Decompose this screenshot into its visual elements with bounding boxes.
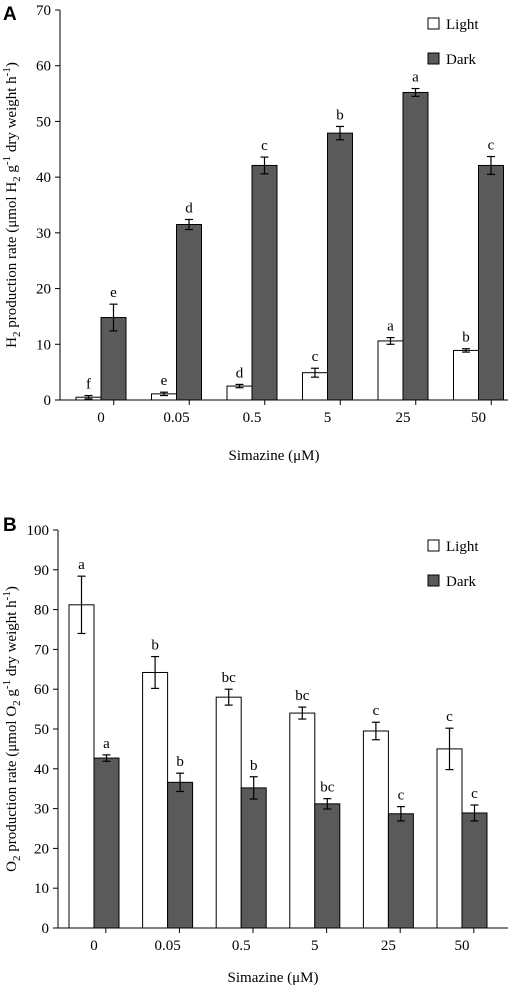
x-tick-label: 25 bbox=[396, 410, 411, 426]
significance-letter: c bbox=[312, 349, 319, 365]
bar-dark bbox=[387, 813, 414, 929]
significance-letter: a bbox=[387, 319, 394, 335]
bar-dark bbox=[478, 164, 504, 401]
y-axis-label: O2 production rate (μmol O2 g-1 dry weig… bbox=[1, 586, 23, 872]
bar-dark bbox=[461, 812, 488, 929]
significance-letter: c bbox=[446, 709, 453, 725]
bar-light bbox=[68, 604, 95, 929]
y-tick-label: 50 bbox=[36, 114, 51, 130]
significance-letter: e bbox=[161, 373, 168, 389]
x-tick-label: 5 bbox=[311, 938, 319, 954]
significance-letter: bc bbox=[320, 780, 335, 796]
bar-light bbox=[142, 671, 169, 929]
y-tick-label: 20 bbox=[36, 282, 51, 298]
x-tick-label: 0 bbox=[90, 938, 98, 954]
legend-swatch-light bbox=[427, 539, 440, 552]
x-axis-label: Simazine (μM) bbox=[228, 970, 319, 986]
significance-letter: c bbox=[471, 786, 478, 802]
legend-label-dark: Dark bbox=[446, 574, 476, 590]
bar-light bbox=[436, 748, 463, 929]
y-tick-label: 40 bbox=[36, 170, 51, 186]
y-tick-label: 30 bbox=[36, 226, 51, 242]
y-tick-label: 30 bbox=[34, 802, 49, 818]
bar-dark bbox=[402, 91, 429, 401]
bar-light bbox=[377, 340, 404, 401]
panel-letter: B bbox=[3, 515, 17, 536]
significance-letter: b bbox=[176, 754, 184, 770]
y-tick-label: 70 bbox=[34, 642, 49, 658]
bar-light bbox=[215, 696, 242, 929]
x-tick-label: 50 bbox=[455, 938, 470, 954]
x-tick-label: 50 bbox=[471, 410, 486, 426]
legend-swatch-dark bbox=[427, 574, 440, 587]
y-tick-label: 70 bbox=[36, 3, 51, 19]
significance-letter: a bbox=[103, 736, 110, 752]
legend-swatch-dark bbox=[427, 52, 440, 65]
chart-panel-a: A 0 10 20 30 40 50 60 70 0 0.05 0.5 5 25 50 f e d c a b e d c b a… bbox=[1, 3, 508, 464]
bar-dark bbox=[240, 787, 267, 929]
x-axis-label: Simazine (μM) bbox=[229, 448, 320, 464]
significance-letter: b bbox=[151, 638, 159, 654]
y-tick-label: 80 bbox=[34, 603, 49, 619]
x-tick-label: 0 bbox=[97, 410, 105, 426]
y-tick-label: 0 bbox=[44, 393, 52, 409]
bar-dark bbox=[327, 132, 353, 401]
x-tick-label: 5 bbox=[324, 410, 332, 426]
y-tick-label: 10 bbox=[36, 337, 51, 353]
bar-dark bbox=[176, 224, 202, 401]
bar-light bbox=[362, 730, 389, 929]
bar-dark bbox=[167, 781, 194, 929]
significance-letter: c bbox=[488, 138, 495, 154]
panel-letter: A bbox=[3, 4, 17, 25]
legend-label-light: Light bbox=[446, 17, 479, 33]
y-tick-label: 40 bbox=[34, 762, 49, 778]
legend-swatch-light bbox=[427, 17, 440, 30]
x-tick-label: 0.05 bbox=[163, 410, 189, 426]
significance-letter: a bbox=[78, 557, 85, 573]
significance-letter: a bbox=[412, 70, 419, 86]
significance-letter: d bbox=[185, 200, 193, 216]
y-tick-label: 20 bbox=[34, 841, 49, 857]
significance-letter: bc bbox=[295, 688, 310, 704]
bar-light bbox=[453, 349, 479, 401]
significance-letter: f bbox=[86, 377, 91, 393]
bar-dark bbox=[314, 803, 341, 929]
bar-dark bbox=[93, 757, 120, 929]
y-tick-label: 0 bbox=[42, 921, 50, 937]
legend-label-light: Light bbox=[446, 539, 479, 555]
bar-dark bbox=[251, 164, 278, 401]
significance-letter: b bbox=[250, 758, 258, 774]
y-tick-label: 50 bbox=[34, 722, 49, 738]
x-tick-label: 25 bbox=[381, 938, 396, 954]
significance-letter: d bbox=[236, 365, 244, 381]
significance-letter: b bbox=[336, 107, 344, 123]
y-tick-label: 60 bbox=[36, 59, 51, 75]
x-tick-label: 0.05 bbox=[154, 938, 180, 954]
significance-letter: c bbox=[398, 788, 405, 804]
significance-letter: e bbox=[110, 285, 117, 301]
significance-letter: b bbox=[462, 330, 470, 346]
significance-letter: bc bbox=[222, 670, 237, 686]
legend-label-dark: Dark bbox=[446, 52, 476, 68]
y-tick-label: 100 bbox=[27, 523, 50, 539]
significance-letter: c bbox=[261, 138, 268, 154]
x-tick-label: 0.5 bbox=[232, 938, 251, 954]
significance-letter: c bbox=[373, 703, 380, 719]
y-axis-label: H2 production rate (μmol H2 g-1 dry weig… bbox=[1, 62, 23, 348]
bar-light bbox=[289, 712, 316, 929]
x-tick-label: 0.5 bbox=[243, 410, 262, 426]
y-tick-label: 60 bbox=[34, 682, 49, 698]
y-tick-label: 90 bbox=[34, 563, 49, 579]
y-tick-label: 10 bbox=[34, 881, 49, 897]
